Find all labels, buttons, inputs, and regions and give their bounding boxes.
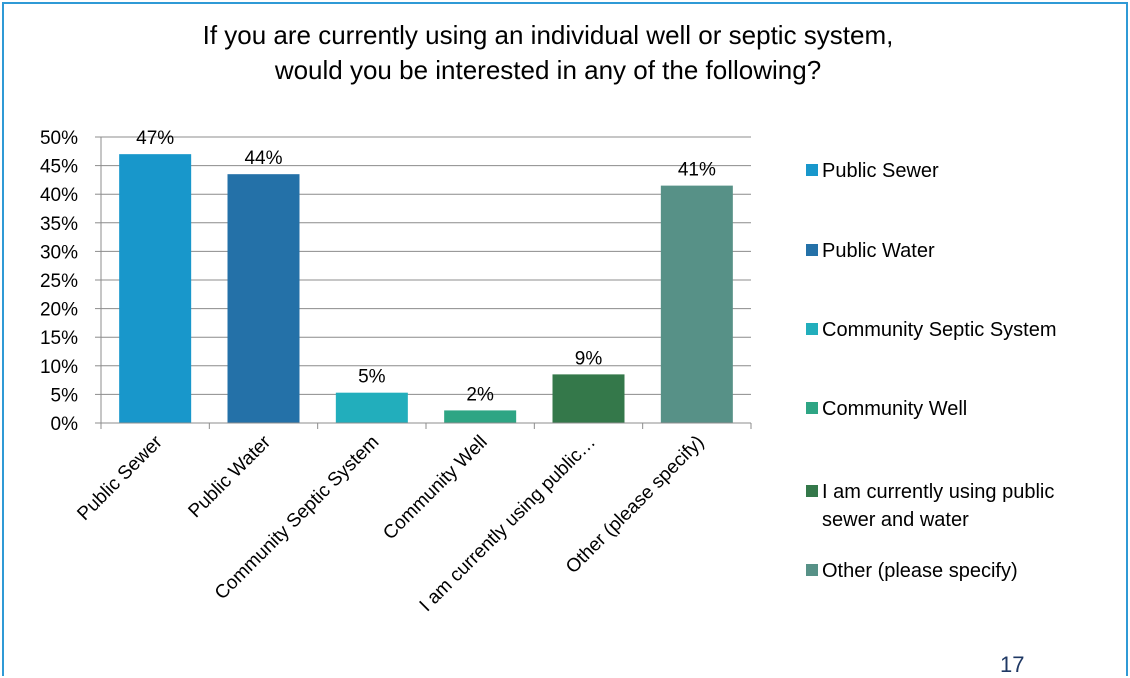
bar xyxy=(335,392,408,423)
data-label: 9% xyxy=(575,348,603,369)
data-label: 41% xyxy=(678,160,716,181)
legend-label: Community Septic System xyxy=(822,319,1057,341)
legend-swatch xyxy=(806,244,818,256)
bar xyxy=(552,374,625,423)
bar xyxy=(227,174,300,423)
data-label: 5% xyxy=(358,367,386,388)
title-line: would you be interested in any of the fo… xyxy=(274,55,821,85)
legend-swatch xyxy=(806,402,818,414)
y-tick-label: 35% xyxy=(40,214,78,235)
legend: Public Sewer Public Water Community Septic… xyxy=(806,160,1057,582)
chart-title: If you are currently using an individual… xyxy=(203,20,894,85)
page-number: 17 xyxy=(1000,652,1025,677)
bar xyxy=(119,154,192,423)
bar xyxy=(660,185,733,423)
y-tick-label: 45% xyxy=(40,157,78,178)
y-tick-label: 40% xyxy=(40,185,78,206)
data-label: 47% xyxy=(136,128,174,149)
legend-label: sewer and water xyxy=(822,509,969,531)
y-tick-label: 10% xyxy=(40,357,78,378)
data-label: 44% xyxy=(244,148,282,169)
y-tick-label: 5% xyxy=(51,385,79,406)
legend-label: Community Well xyxy=(822,398,967,420)
y-tick-label: 30% xyxy=(40,242,78,263)
bar xyxy=(444,410,517,423)
legend-swatch xyxy=(806,164,818,176)
legend-swatch xyxy=(806,485,818,497)
y-tick-label: 0% xyxy=(51,414,79,435)
legend-swatch xyxy=(806,564,818,576)
y-tick-label: 25% xyxy=(40,271,78,292)
legend-label: Other (please specify) xyxy=(822,560,1018,582)
legend-swatch xyxy=(806,323,818,335)
legend-label: Public Water xyxy=(822,240,935,262)
y-axis: 0% 5% 10% 15% 20% 25% 30% 35% 40% 45% 50% xyxy=(40,128,102,435)
legend-label: Public Sewer xyxy=(822,160,939,182)
y-tick-label: 50% xyxy=(40,128,78,149)
y-tick-label: 20% xyxy=(40,300,78,321)
bars xyxy=(119,154,733,423)
data-label: 2% xyxy=(466,384,494,405)
y-tick-label: 15% xyxy=(40,328,78,349)
legend-label: I am currently using public xyxy=(822,481,1054,503)
title-line: If you are currently using an individual… xyxy=(203,20,894,50)
data-labels: 47% 44% 5% 2% 9% 41% xyxy=(136,128,716,405)
